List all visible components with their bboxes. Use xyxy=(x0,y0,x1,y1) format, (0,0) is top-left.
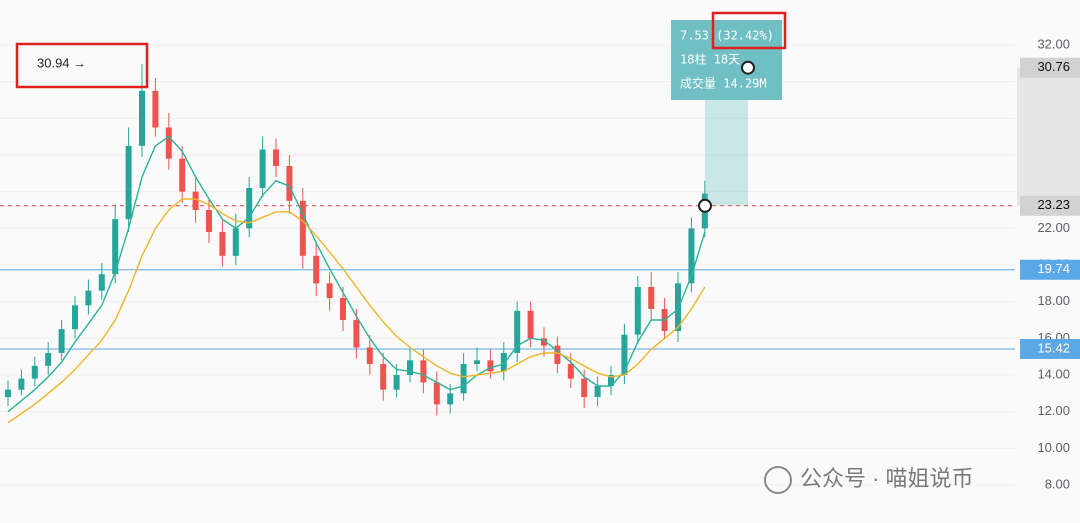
candle-body xyxy=(313,255,320,284)
y-tick-label: 10.00 xyxy=(1037,440,1070,455)
candle-body xyxy=(527,310,534,339)
y-tick-label: 12.00 xyxy=(1037,403,1070,418)
candle-body xyxy=(380,364,387,390)
candle-body xyxy=(246,188,253,229)
candle-body xyxy=(219,232,226,256)
callout-box xyxy=(15,42,149,89)
candle-body xyxy=(72,305,78,330)
candle-body xyxy=(206,210,212,232)
candle-body xyxy=(688,228,695,284)
callout-box xyxy=(711,11,787,50)
price-tag xyxy=(1020,57,1080,78)
watermark-icon xyxy=(764,466,792,494)
candle-body xyxy=(608,375,614,386)
candle-body xyxy=(594,386,601,397)
candle-body xyxy=(5,389,11,397)
y-tick-label: 14.00 xyxy=(1037,366,1070,381)
y-tick-label: 32.00 xyxy=(1037,36,1070,51)
candle-body xyxy=(366,347,373,364)
candle-body xyxy=(581,378,588,397)
candle-body xyxy=(326,283,333,298)
candle-body xyxy=(112,219,119,275)
watermark: 公众号 · 喵姐说币 xyxy=(800,466,974,491)
candle-body xyxy=(299,200,306,256)
candle-body xyxy=(554,345,561,364)
price-tag-label: 15.42 xyxy=(1037,340,1070,355)
y-tick-label: 18.00 xyxy=(1037,293,1070,308)
candle-body xyxy=(165,127,172,159)
y-tick-label: 8.00 xyxy=(1045,476,1070,491)
measure-start xyxy=(698,198,712,213)
candle-body xyxy=(541,338,547,346)
candle-body xyxy=(500,353,507,372)
measure-bars: 18柱 18天 xyxy=(680,52,740,67)
candle-body xyxy=(139,90,145,146)
price-tag xyxy=(1020,338,1080,359)
candle-body xyxy=(460,364,467,394)
candle-body xyxy=(447,393,454,405)
measure-end xyxy=(741,60,755,75)
measure-change: 7.53 (32.42%) xyxy=(680,29,774,43)
candle-body xyxy=(340,298,346,320)
price-tag-label: 19.74 xyxy=(1037,261,1070,276)
candle-body xyxy=(286,166,293,201)
candle-body xyxy=(179,158,186,192)
candle-body xyxy=(98,274,105,291)
candle-body xyxy=(487,360,494,372)
candle-body xyxy=(634,287,641,335)
candle-body xyxy=(85,290,92,306)
price-tag-label: 23.23 xyxy=(1037,197,1070,212)
measure-axis-band xyxy=(1017,67,1080,206)
candle-body xyxy=(273,149,279,166)
candle-body xyxy=(621,334,628,375)
y-tick-label: 22.00 xyxy=(1037,220,1070,235)
candle-body xyxy=(514,310,521,353)
measure-volume: 成交量 14.29M xyxy=(680,76,767,91)
candle-body xyxy=(125,145,132,220)
moving-average xyxy=(7,198,706,424)
candle-body xyxy=(567,364,574,379)
candle-body xyxy=(433,382,440,405)
candle-body xyxy=(45,353,52,366)
candle-body xyxy=(393,375,400,390)
moving-average xyxy=(7,135,706,413)
candle-body xyxy=(232,228,239,256)
candle-body xyxy=(353,320,360,348)
candle-body xyxy=(407,360,413,375)
candle-body xyxy=(152,90,159,128)
candle-body xyxy=(259,149,266,188)
candle-body xyxy=(31,365,38,379)
price-tag xyxy=(1020,195,1080,216)
candle-body xyxy=(474,360,480,364)
candle-body xyxy=(648,287,655,309)
candle-body xyxy=(18,378,25,390)
candle-body xyxy=(192,191,199,210)
measure-info xyxy=(671,20,782,100)
price-tag xyxy=(1020,259,1080,280)
candle-body xyxy=(58,329,65,353)
plot xyxy=(5,64,708,424)
high-annotation: 30.94 → xyxy=(37,55,86,70)
candle-body xyxy=(420,360,427,383)
price-tag-label: 30.76 xyxy=(1037,59,1070,74)
